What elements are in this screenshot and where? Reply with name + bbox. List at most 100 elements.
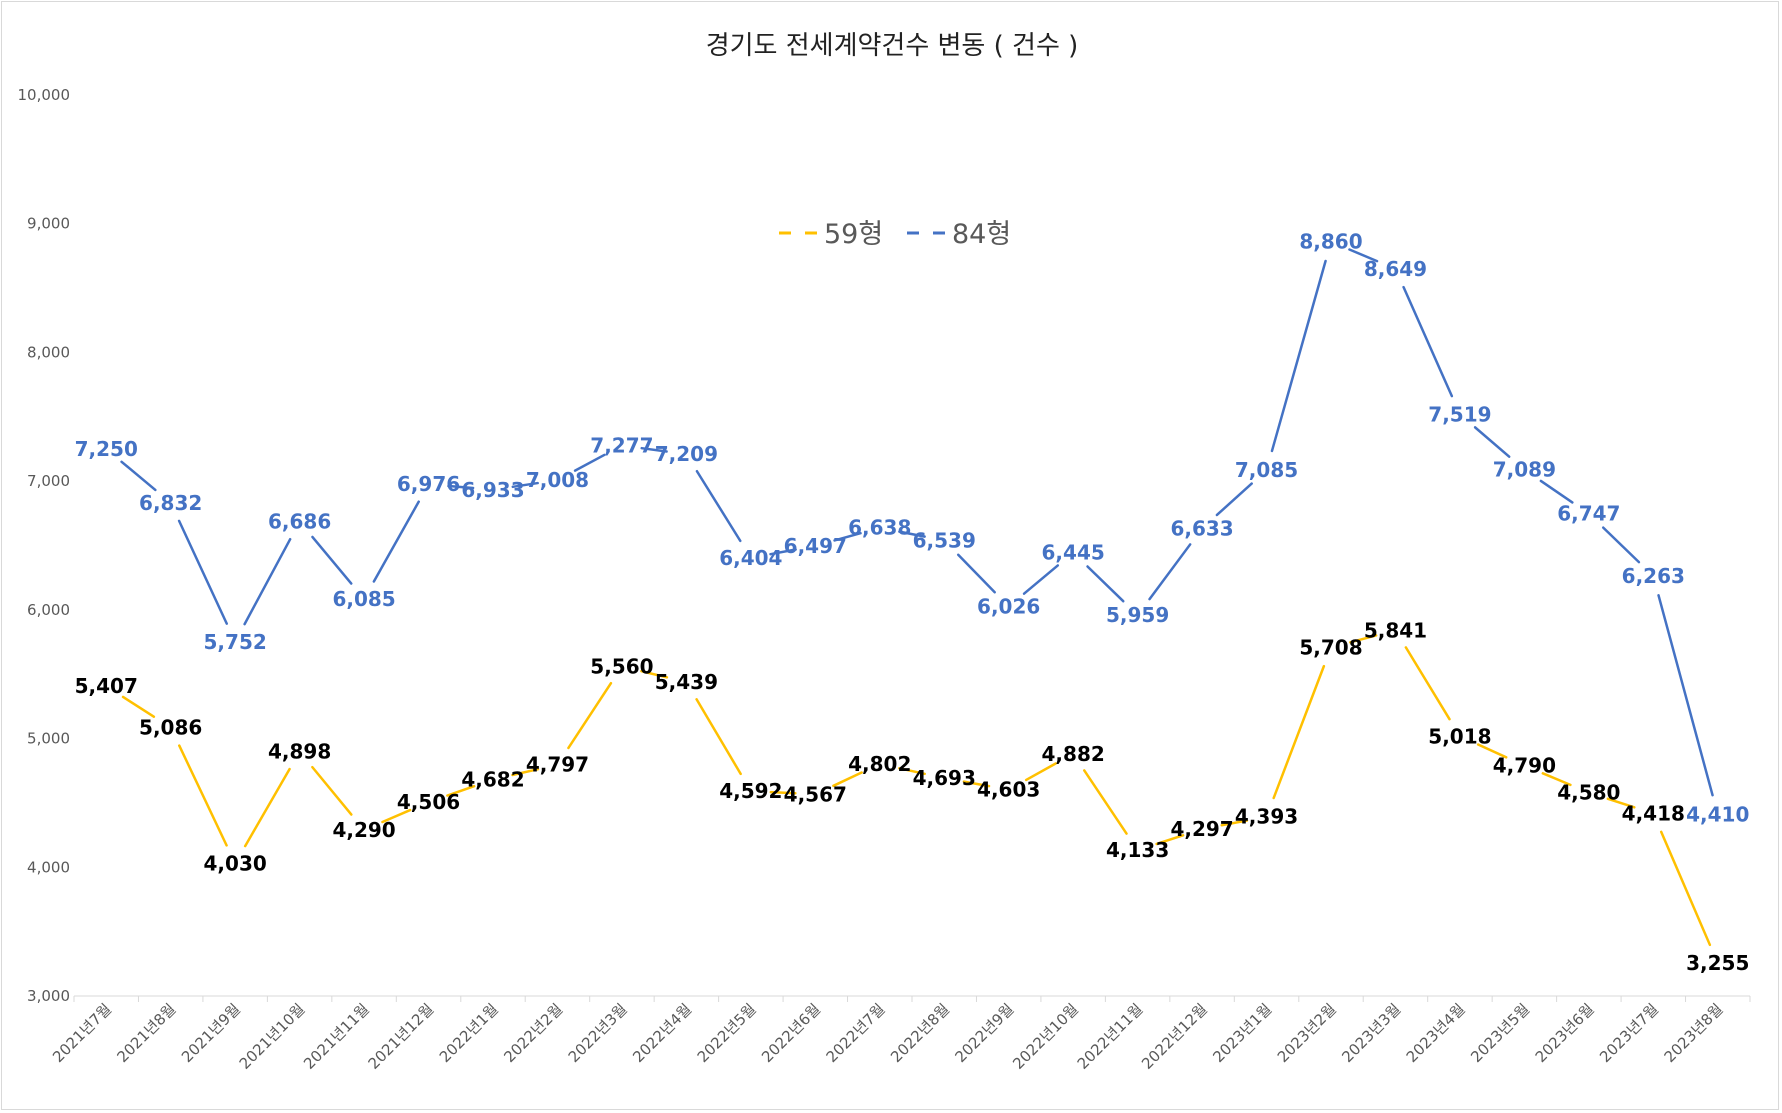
series-line-segment <box>833 531 862 542</box>
series-line-segment <box>567 681 613 750</box>
series-line-segment <box>178 744 228 847</box>
series-line-segment <box>1659 830 1712 947</box>
data-label: 8,649 <box>1364 257 1427 281</box>
x-tick-label: 2021년9월 <box>178 1000 244 1066</box>
data-label: 4,693 <box>913 766 976 790</box>
data-label: 7,209 <box>655 442 718 466</box>
data-label: 5,959 <box>1106 603 1169 627</box>
data-label: 6,686 <box>268 510 331 534</box>
series-line-segment <box>1083 769 1128 835</box>
series-line-segment <box>832 771 863 788</box>
series-line-segment <box>1541 772 1572 787</box>
data-label: 5,018 <box>1428 724 1491 748</box>
chart-title: 경기도 전세계약건수 변동 ( 건수 ) <box>706 31 1079 61</box>
data-label: 6,404 <box>719 546 782 570</box>
data-label: 5,708 <box>1299 635 1362 659</box>
series-line-segment <box>243 767 291 848</box>
data-label: 4,418 <box>1622 801 1685 825</box>
data-label: 4,882 <box>1042 742 1105 766</box>
data-label: 4,580 <box>1557 781 1620 805</box>
data-label: 4,797 <box>526 753 589 777</box>
y-tick-label: 4,000 <box>27 858 70 876</box>
series-84형: 7,250 6,832 5,752 6,686 6,085 6,976 6,933 7,008… <box>75 230 1750 827</box>
x-tick-label: 2021년8월 <box>114 1000 180 1066</box>
y-tick-label: 7,000 <box>27 472 70 490</box>
x-tick-label: 2022년7월 <box>823 1000 889 1066</box>
series-line-segment <box>243 537 292 626</box>
series-line-segment <box>956 553 996 594</box>
y-tick-label: 6,000 <box>27 601 70 619</box>
y-axis: 3,000 4,000 5,000 6,000 7,000 8,000 9,000 10,00… <box>18 86 71 1005</box>
data-label: 4,682 <box>461 768 524 792</box>
x-tick-label: 2022년5월 <box>694 1000 760 1066</box>
data-label: 4,393 <box>1235 805 1298 829</box>
data-label: 6,539 <box>913 528 976 552</box>
series-line-segment <box>311 765 353 816</box>
legend-label-59: 59형 <box>824 219 883 250</box>
series-line-segment <box>381 808 412 824</box>
series-line-segment <box>511 481 539 489</box>
x-tick-label: 2021년10월 <box>236 1000 309 1073</box>
series-line-segment <box>1155 834 1185 846</box>
series-line-segment <box>1272 664 1326 800</box>
data-label: 4,133 <box>1106 838 1169 862</box>
legend: 59형 84형 <box>779 219 1011 250</box>
series-line-segment <box>1270 259 1327 453</box>
data-label: 4,506 <box>397 790 460 814</box>
series-line-segment <box>446 784 476 797</box>
data-label: 6,633 <box>1170 516 1233 540</box>
data-label: 4,802 <box>848 752 911 776</box>
data-label: 7,277 <box>590 433 653 457</box>
data-label: 6,638 <box>848 516 911 540</box>
data-label: 5,439 <box>655 670 718 694</box>
data-label: 4,567 <box>784 782 847 806</box>
data-label: 6,747 <box>1557 502 1620 526</box>
series-line-segment <box>1024 762 1057 782</box>
series-line-segment <box>1473 426 1511 458</box>
series-line-segment <box>769 790 797 795</box>
data-label: 5,407 <box>75 674 138 698</box>
y-tick-label: 9,000 <box>27 215 70 233</box>
series-line-segment <box>1215 482 1253 517</box>
data-label: 6,026 <box>977 595 1040 619</box>
data-label: 7,089 <box>1493 458 1556 482</box>
x-tick-label: 2022년2월 <box>500 1000 566 1066</box>
series-line-segment <box>640 669 669 679</box>
data-label: 6,497 <box>784 534 847 558</box>
data-label: 7,008 <box>526 468 589 492</box>
series-line-segment <box>372 500 420 583</box>
x-tick-label: 2023년8월 <box>1661 1000 1727 1066</box>
series-line-segment <box>962 780 991 788</box>
series-line-segment <box>1349 634 1378 644</box>
data-label: 4,410 <box>1686 803 1749 827</box>
series-line-segment <box>511 767 540 777</box>
data-label: 4,603 <box>977 778 1040 802</box>
data-label: 5,841 <box>1364 618 1427 642</box>
x-tick-label: 2023년5월 <box>1467 1000 1533 1066</box>
x-tick-label: 2022년11월 <box>1074 1000 1147 1073</box>
series-line-segment <box>121 695 156 718</box>
series-line-segment <box>177 519 228 625</box>
x-tick-label: 2021년12월 <box>365 1000 438 1073</box>
data-label: 4,898 <box>268 740 331 764</box>
series-line-segment <box>1086 565 1125 603</box>
data-label: 6,263 <box>1622 564 1685 588</box>
series-line-segment <box>1606 797 1636 809</box>
x-tick-label: 2023년1월 <box>1209 1000 1275 1066</box>
x-tick-label: 2023년3월 <box>1338 1000 1404 1066</box>
x-tick-label: 2021년11월 <box>300 1000 373 1073</box>
data-label: 8,860 <box>1299 230 1362 254</box>
data-label: 6,832 <box>139 491 202 515</box>
data-label: 6,085 <box>332 587 395 611</box>
series-line-segment <box>898 767 926 776</box>
data-label: 4,290 <box>332 818 395 842</box>
series-line-segment <box>1220 819 1249 827</box>
y-tick-label: 10,000 <box>18 86 71 104</box>
series-line-segment <box>447 484 475 490</box>
data-label: 3,255 <box>1686 951 1749 975</box>
series-line-segment <box>573 453 606 472</box>
data-label: 4,297 <box>1170 817 1233 841</box>
series-line-segment <box>1476 743 1508 759</box>
series-line-segment <box>695 698 742 776</box>
